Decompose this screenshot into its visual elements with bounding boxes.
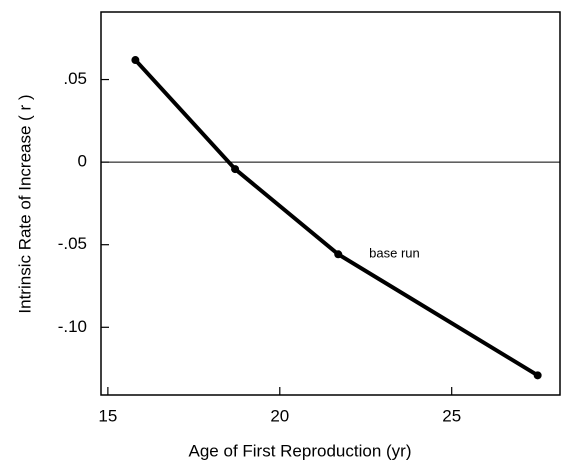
annotation: base run [369, 246, 420, 261]
point [334, 250, 343, 259]
y-tick-label: .05 [63, 69, 87, 88]
x-axis-label: Age of First Reproduction (yr) [189, 441, 412, 460]
plot-frame [100, 11, 561, 396]
series-line [133, 58, 539, 378]
y-tick-label: -.05 [58, 234, 87, 253]
y-tick-label: 0 [78, 152, 87, 171]
y-tick-label: -.10 [58, 317, 87, 336]
x-tick-label: 25 [442, 406, 461, 425]
x-tick-label: 15 [98, 406, 117, 425]
y-axis-label: Intrinsic Rate of Increase ( r ) [15, 94, 34, 313]
point [231, 165, 240, 174]
x-tick-label: 20 [270, 406, 289, 425]
point [131, 56, 140, 65]
point [533, 371, 542, 380]
